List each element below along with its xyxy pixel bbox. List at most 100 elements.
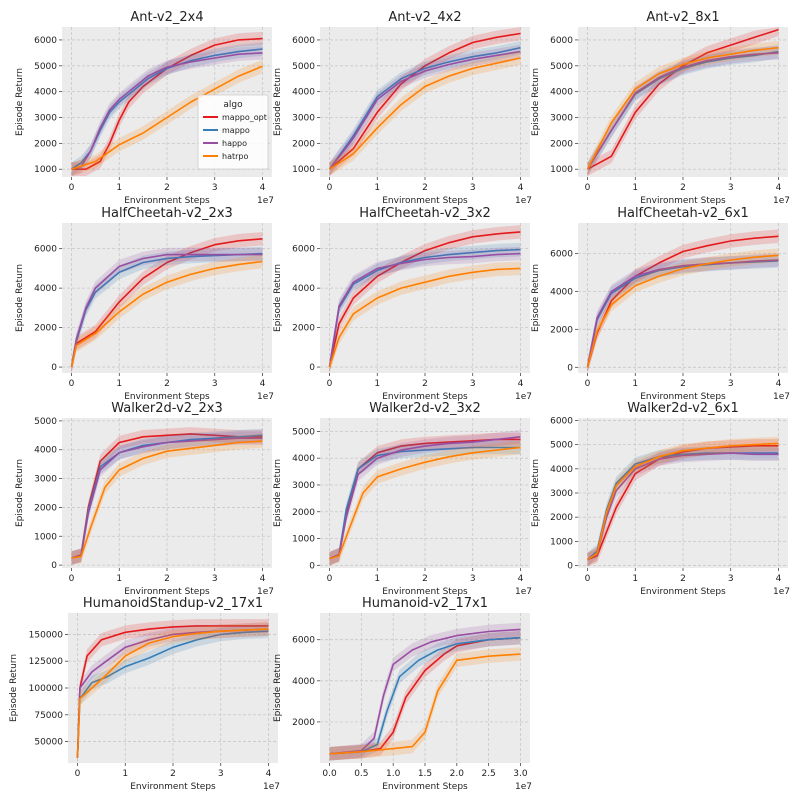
series-band-happo xyxy=(587,446,779,567)
series-band-mappo xyxy=(587,44,779,176)
x-tick-label: 1 xyxy=(374,574,380,584)
x-axis-label: Environment Steps xyxy=(640,587,726,597)
series-band-mappo_opt xyxy=(329,432,521,566)
series-line-happo xyxy=(328,252,521,368)
subplot-9: 0 1 2 3 4 0 1000 2000 3000 4000 5000 6000 Walker2d-v… xyxy=(531,401,790,597)
series-line-mappo xyxy=(328,248,521,368)
x-tick-label: 1 xyxy=(632,183,638,193)
series-line-happo xyxy=(586,52,779,170)
series-line-mappo_opt xyxy=(71,37,263,170)
x-tick-label: 0 xyxy=(75,769,81,779)
y-axis-label: Episode Return xyxy=(531,264,541,332)
series-line-happo xyxy=(71,437,263,559)
legend-label: mappo xyxy=(222,126,250,135)
y-tick-label: 4000 xyxy=(292,454,315,464)
y-tick-label: 0 xyxy=(567,562,573,572)
y-tick-label: 4000 xyxy=(34,284,57,294)
series-band-hatrpo xyxy=(587,40,779,177)
y-axis-label: Episode Return xyxy=(531,459,541,527)
x-tick-label: 1 xyxy=(632,574,638,584)
series-band-happo xyxy=(71,247,263,373)
y-tick-label: 6000 xyxy=(550,249,573,259)
y-tick-label: 4000 xyxy=(550,88,573,98)
series-band-mappo_opt xyxy=(71,232,263,373)
series-band-happo xyxy=(329,430,521,566)
series-band-hatrpo xyxy=(329,51,521,176)
x-tick-label: 1 xyxy=(116,574,122,584)
chart-title: Walker2d-v2_3x2 xyxy=(369,401,481,416)
subplot-4: 0 1 2 3 4 0 2000 4000 6000 HalfCheetah-v2_2x3 Envi… xyxy=(15,206,274,402)
x-tick-label: 1 xyxy=(116,183,122,193)
series-band-hatrpo xyxy=(329,647,521,761)
x-tick-label: 0.0 xyxy=(322,769,337,779)
x-axis-label: Environment Steps xyxy=(382,782,468,792)
x-tick-label: 4 xyxy=(518,379,524,389)
x-axis-multiplier: 1e7 xyxy=(773,392,790,402)
legend-box xyxy=(197,94,269,170)
x-axis-multiplier: 1e7 xyxy=(257,392,274,402)
y-tick-label: 6000 xyxy=(34,36,57,46)
x-tick-label: 3 xyxy=(470,574,476,584)
chart-title: Walker2d-v2_6x1 xyxy=(627,401,739,416)
series-line-hatrpo xyxy=(328,267,521,368)
y-tick-label: 1000 xyxy=(34,532,57,542)
y-tick-label: 2000 xyxy=(34,503,57,513)
y-tick-label: 0 xyxy=(51,363,57,373)
x-tick-label: 2 xyxy=(422,379,428,389)
x-axis-label: Environment Steps xyxy=(130,782,216,792)
series-band-happo xyxy=(587,46,779,176)
y-tick-label: 4000 xyxy=(550,465,573,475)
x-tick-label: 0 xyxy=(585,183,591,193)
y-tick-label: 0 xyxy=(309,363,315,373)
x-tick-label: 3 xyxy=(728,183,734,193)
y-tick-label: 2000 xyxy=(550,513,573,523)
chart-title: Ant-v2_8x1 xyxy=(646,10,719,25)
y-tick-label: 0 xyxy=(309,561,315,571)
x-axis-multiplier: 1e7 xyxy=(515,392,532,402)
series-line-happo xyxy=(328,50,521,170)
y-tick-label: 6000 xyxy=(34,245,57,255)
subplot-8: 0 1 2 3 4 0 1000 2000 3000 4000 5000 Walker2d-v2_3x… xyxy=(273,401,532,597)
y-tick-label: 0 xyxy=(567,363,573,373)
y-tick-label: 3000 xyxy=(550,114,573,124)
x-tick-label: 2 xyxy=(164,183,170,193)
y-tick-label: 5000 xyxy=(550,441,573,451)
series-line-mappo_opt xyxy=(328,32,521,170)
x-tick-label: 2 xyxy=(680,183,686,193)
y-tick-label: 6000 xyxy=(292,36,315,46)
x-tick-label: 1 xyxy=(116,379,122,389)
y-tick-label: 6000 xyxy=(292,636,315,646)
subplot-7: 0 1 2 3 4 0 1000 2000 3000 4000 5000 Walker2d-v2_2x… xyxy=(15,401,274,597)
y-tick-label: 2000 xyxy=(34,139,57,149)
series-line-happo xyxy=(71,52,263,170)
subplot-1: 0 1 2 3 4 1000 2000 3000 4000 5000 6000 Ant-v2_2x4 E… xyxy=(15,10,274,206)
series-band-happo xyxy=(587,253,779,373)
series-band-mappo xyxy=(587,254,779,373)
x-tick-label: 1 xyxy=(374,183,380,193)
y-tick-label: 4000 xyxy=(292,284,315,294)
series-line-hatrpo xyxy=(586,254,779,368)
y-tick-label: 5000 xyxy=(292,427,315,437)
subplot-2: 0 1 2 3 4 1000 2000 3000 4000 5000 6000 Ant-v2_4x2 E… xyxy=(273,10,532,206)
series-band-mappo xyxy=(329,440,521,566)
y-axis-label: Episode Return xyxy=(531,68,541,136)
series-band-hatrpo xyxy=(587,436,779,567)
y-tick-label: 0 xyxy=(51,561,57,571)
y-axis-label: Episode Return xyxy=(273,68,283,136)
series-line-hatrpo xyxy=(329,653,521,755)
x-tick-label: 2 xyxy=(680,574,686,584)
x-axis-label: Environment Steps xyxy=(640,196,726,206)
series-line-happo xyxy=(329,436,521,560)
chart-title: Walker2d-v2_2x3 xyxy=(111,401,223,416)
legend-label: mappo_opt xyxy=(222,113,267,122)
x-tick-label: 0.5 xyxy=(354,769,368,779)
chart-title: HumanoidStandup-v2_17x1 xyxy=(83,596,263,611)
x-tick-label: 3 xyxy=(728,379,734,389)
series-band-mappo_opt xyxy=(71,31,263,177)
series-line-mappo_opt xyxy=(328,231,521,368)
subplot-3: 0 1 2 3 4 1000 2000 3000 4000 5000 6000 Ant-v2_8x1 E… xyxy=(531,10,790,206)
x-tick-label: 0 xyxy=(69,379,75,389)
series-line-hatrpo xyxy=(70,260,263,368)
x-tick-label: 4 xyxy=(518,574,524,584)
